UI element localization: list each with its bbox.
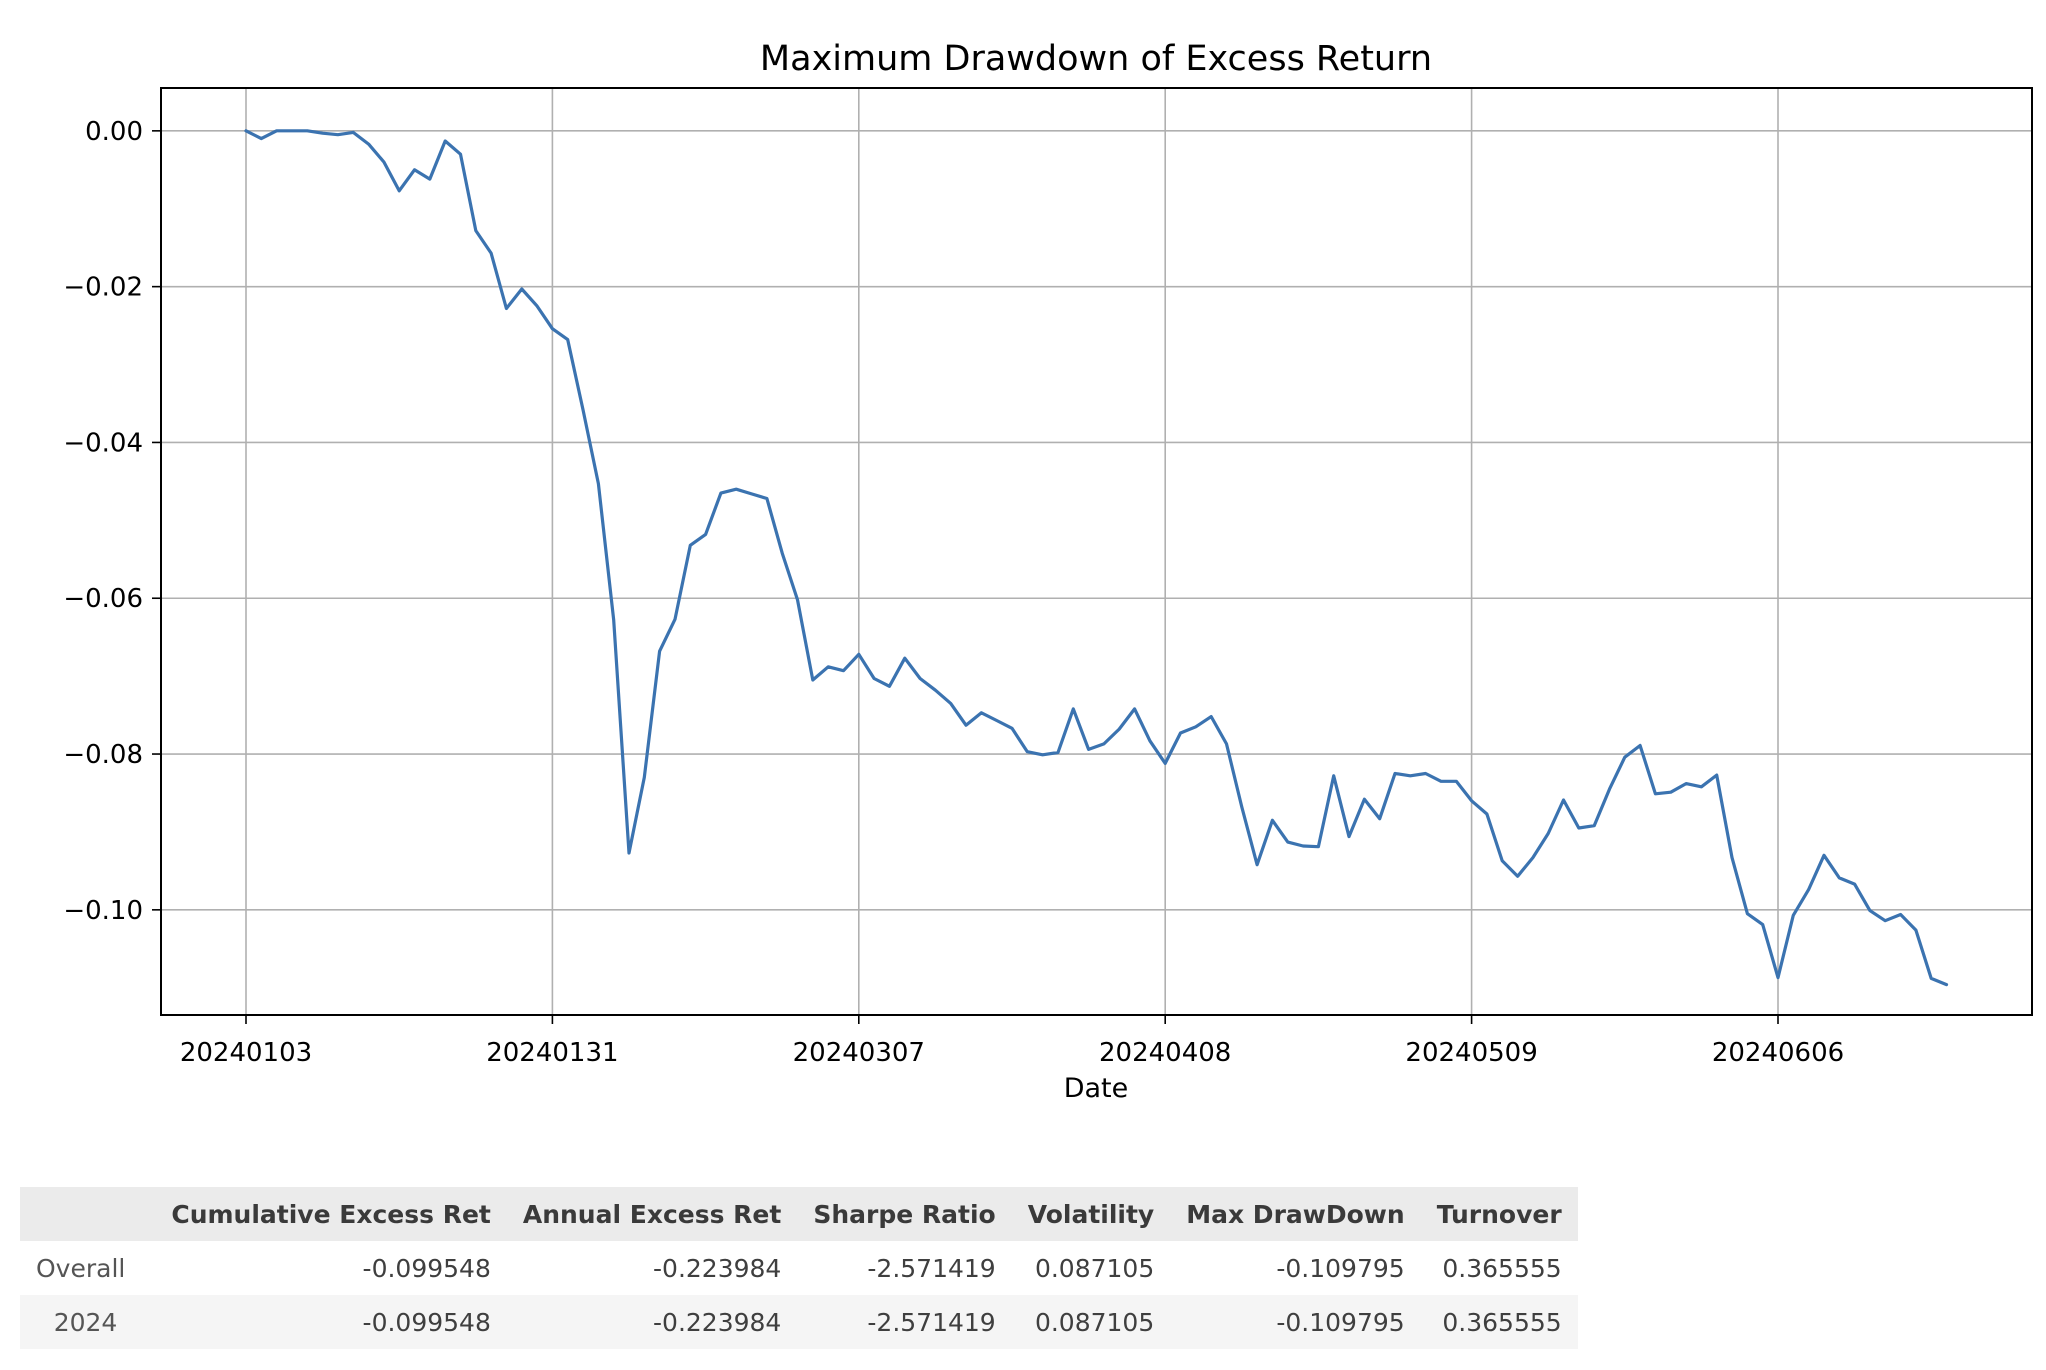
x-axis-label: Date	[1064, 1073, 1129, 1104]
table-cell: -2.571419	[797, 1295, 1012, 1349]
y-axis-ticks: 0.00 −0.02 −0.04 −0.06 −0.08 −0.10	[63, 117, 161, 926]
series-layer	[244, 129, 1949, 987]
table-cell: -0.109795	[1276, 1253, 1405, 1283]
table-cell: -0.223984	[653, 1253, 782, 1283]
y-tick-label: −0.10	[63, 896, 143, 926]
x-tick-label: 20240131	[486, 1038, 618, 1068]
header-index-cell	[20, 1187, 156, 1241]
table-row: 2024 -0.099548 -0.223984 -2.571419 0.087…	[20, 1295, 1578, 1349]
header-annual-excess-ret: Annual Excess Ret	[506, 1187, 798, 1241]
table-cell: 0.087105	[1034, 1253, 1155, 1283]
y-tick-label: 0.00	[85, 117, 143, 147]
x-axis-ticks: 20240103 20240131 20240307 20240408 20240509…	[180, 1015, 1844, 1068]
table-cell: 0.365555	[1420, 1295, 1578, 1349]
x-tick-label: 20240606	[1712, 1038, 1844, 1068]
x-tick-label: 20240408	[1099, 1038, 1231, 1068]
header-turnover: Turnover	[1420, 1187, 1578, 1241]
drawdown-series-line	[244, 129, 1949, 987]
header-volatility: Volatility	[1011, 1187, 1171, 1241]
x-tick-label: 20240103	[180, 1038, 312, 1068]
table-cell: 0.365555	[1442, 1253, 1562, 1283]
table-cell: -0.099548	[155, 1295, 507, 1349]
drawdown-chart: Maximum Drawdown of Excess Return 202401…	[63, 39, 2033, 1104]
row-label: Overall	[36, 1253, 126, 1283]
x-tick-label: 20240307	[793, 1038, 925, 1068]
table-row: Overall -0.099548 -0.223984 -2.571419 0.…	[20, 1241, 1578, 1295]
y-tick-label: −0.06	[63, 584, 143, 614]
chart-title: Maximum Drawdown of Excess Return	[760, 39, 1432, 79]
header-sharpe-ratio: Sharpe Ratio	[797, 1187, 1012, 1241]
table-cell: 0.087105	[1011, 1295, 1171, 1349]
grid-lines	[161, 88, 2032, 1015]
row-label: 2024	[20, 1295, 156, 1349]
header-cumulative-excess-ret: Cumulative Excess Ret	[155, 1187, 507, 1241]
table-cell: -2.571419	[867, 1253, 996, 1283]
header-max-drawdown: Max DrawDown	[1170, 1187, 1421, 1241]
table-cell: -0.109795	[1170, 1295, 1421, 1349]
plot-frame	[160, 87, 2033, 1016]
x-tick-label: 20240509	[1405, 1038, 1537, 1068]
table-header-row: Cumulative Excess Ret Annual Excess Ret …	[20, 1187, 1578, 1241]
y-tick-label: −0.04	[63, 428, 143, 458]
y-tick-label: −0.02	[63, 273, 143, 303]
table-cell: -0.223984	[506, 1295, 798, 1349]
y-tick-label: −0.08	[63, 740, 143, 770]
performance-table: Cumulative Excess Ret Annual Excess Ret …	[20, 1187, 1578, 1349]
table-cell: -0.099548	[362, 1253, 491, 1283]
